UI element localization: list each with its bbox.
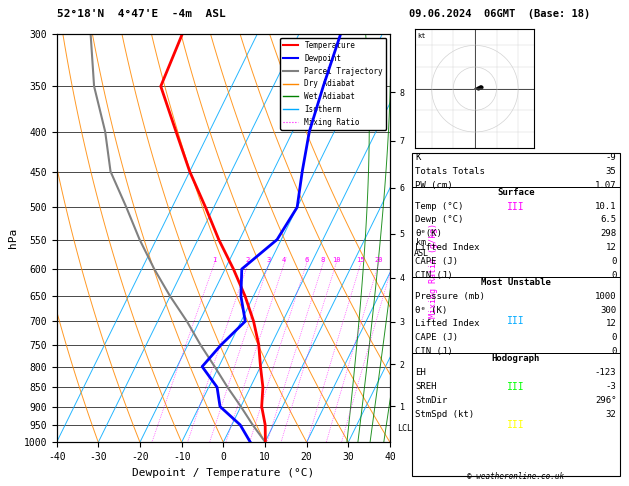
Text: Hodograph: Hodograph <box>492 354 540 363</box>
Text: K: K <box>415 153 421 162</box>
Text: 3: 3 <box>267 258 271 263</box>
X-axis label: Dewpoint / Temperature (°C): Dewpoint / Temperature (°C) <box>132 468 314 478</box>
Text: kt: kt <box>418 33 426 39</box>
Text: θᵉ (K): θᵉ (K) <box>415 306 447 314</box>
Text: 298: 298 <box>600 229 616 238</box>
Text: III: III <box>507 29 525 39</box>
Y-axis label: km
ASL: km ASL <box>414 238 429 258</box>
Text: -123: -123 <box>595 368 616 377</box>
Text: 4: 4 <box>282 258 286 263</box>
Legend: Temperature, Dewpoint, Parcel Trajectory, Dry Adiabat, Wet Adiabat, Isotherm, Mi: Temperature, Dewpoint, Parcel Trajectory… <box>280 38 386 130</box>
Text: Totals Totals: Totals Totals <box>415 167 485 176</box>
Text: 8: 8 <box>321 258 325 263</box>
Text: Lifted Index: Lifted Index <box>415 243 480 252</box>
Text: -3: -3 <box>606 382 616 391</box>
Text: Temp (°C): Temp (°C) <box>415 202 464 210</box>
Text: III: III <box>507 202 525 212</box>
Text: 0: 0 <box>611 347 616 356</box>
Text: CIN (J): CIN (J) <box>415 347 453 356</box>
Text: 32: 32 <box>606 410 616 418</box>
Text: III: III <box>507 382 525 392</box>
Text: III: III <box>507 420 525 430</box>
Text: 1000: 1000 <box>595 292 616 301</box>
Text: 0: 0 <box>611 257 616 266</box>
Text: 10.1: 10.1 <box>595 202 616 210</box>
Text: Lifted Index: Lifted Index <box>415 319 480 329</box>
Text: CAPE (J): CAPE (J) <box>415 257 458 266</box>
Text: Most Unstable: Most Unstable <box>481 278 551 287</box>
Text: 300: 300 <box>600 306 616 314</box>
Text: StmDir: StmDir <box>415 396 447 405</box>
Text: 6.5: 6.5 <box>600 215 616 225</box>
Text: θᵉ(K): θᵉ(K) <box>415 229 442 238</box>
Text: 12: 12 <box>606 319 616 329</box>
Text: Pressure (mb): Pressure (mb) <box>415 292 485 301</box>
Text: © weatheronline.co.uk: © weatheronline.co.uk <box>467 472 564 481</box>
Text: 12: 12 <box>606 243 616 252</box>
Text: 0: 0 <box>611 271 616 280</box>
Text: SREH: SREH <box>415 382 437 391</box>
Text: 52°18'N  4°47'E  -4m  ASL: 52°18'N 4°47'E -4m ASL <box>57 9 225 19</box>
Text: EH: EH <box>415 368 426 377</box>
Text: Mixing Ratio (g/kg): Mixing Ratio (g/kg) <box>429 223 438 318</box>
Text: Surface: Surface <box>497 188 535 197</box>
Text: LCL: LCL <box>397 424 411 433</box>
Text: 10: 10 <box>332 258 340 263</box>
Text: -9: -9 <box>606 153 616 162</box>
Text: III: III <box>507 126 525 137</box>
Text: 0: 0 <box>611 333 616 342</box>
Text: CIN (J): CIN (J) <box>415 271 453 280</box>
Text: III: III <box>507 316 525 326</box>
Text: PW (cm): PW (cm) <box>415 181 453 190</box>
Text: Dewp (°C): Dewp (°C) <box>415 215 464 225</box>
Text: 296°: 296° <box>595 396 616 405</box>
Text: StmSpd (kt): StmSpd (kt) <box>415 410 474 418</box>
Text: 6: 6 <box>304 258 309 263</box>
Text: 1: 1 <box>212 258 216 263</box>
Text: 2: 2 <box>246 258 250 263</box>
Y-axis label: hPa: hPa <box>8 228 18 248</box>
Text: 09.06.2024  06GMT  (Base: 18): 09.06.2024 06GMT (Base: 18) <box>409 9 590 19</box>
Text: 1.07: 1.07 <box>595 181 616 190</box>
Text: 20: 20 <box>374 258 383 263</box>
Text: 15: 15 <box>357 258 365 263</box>
Text: CAPE (J): CAPE (J) <box>415 333 458 342</box>
Text: 35: 35 <box>606 167 616 176</box>
